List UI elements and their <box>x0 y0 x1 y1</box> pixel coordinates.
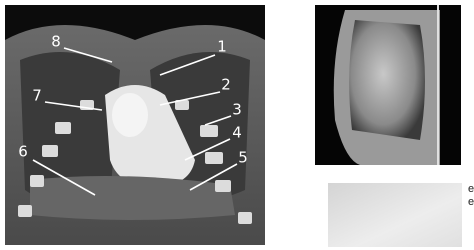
ct-image <box>5 5 265 245</box>
pointer-line <box>63 47 113 63</box>
figure-label: 6 <box>18 143 28 161</box>
figure-label: 4 <box>232 124 242 142</box>
pointer-line <box>184 138 231 161</box>
placeholder-panel <box>328 183 462 247</box>
pointer-line <box>44 101 103 111</box>
pointer-line <box>189 163 238 191</box>
pointer-line <box>159 91 221 106</box>
figure-label: 5 <box>238 149 248 167</box>
pointer-line <box>32 159 96 196</box>
pointer-line <box>159 54 216 76</box>
side-text: e <box>468 196 474 208</box>
side-text: e <box>468 183 474 195</box>
figure-label: 7 <box>32 87 42 105</box>
figure-label: 8 <box>51 33 61 51</box>
figure-label: 2 <box>221 76 231 94</box>
figure-label: 3 <box>232 101 242 119</box>
figure-label: 1 <box>217 38 227 56</box>
xray-image <box>315 5 461 165</box>
pointer-line <box>204 115 232 126</box>
